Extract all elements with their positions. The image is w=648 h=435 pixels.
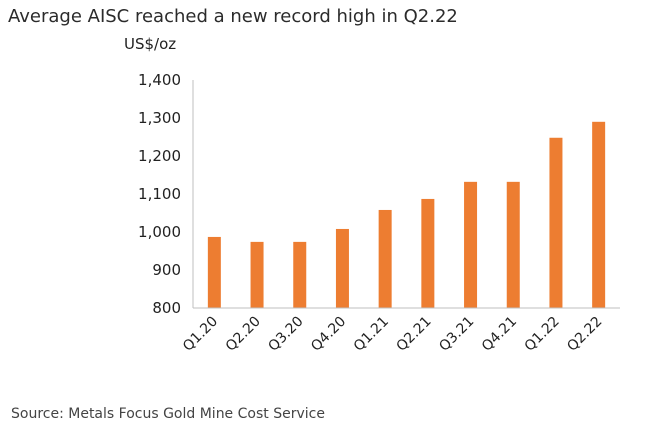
x-category-label: Q2.20: [223, 314, 264, 355]
bar-q4-21: [506, 181, 520, 308]
x-category-label: Q1.22: [522, 314, 563, 355]
y-tick-label: 1,000: [138, 223, 181, 241]
bar-q2-20: [250, 241, 264, 308]
y-tick-label: 1,100: [138, 185, 181, 203]
y-axis-ticks: 800 900 1,000 1,100 1,200 1,300 1,400: [138, 71, 181, 317]
chart-title: Average AISC reached a new record high i…: [8, 6, 458, 27]
bar-q1-20: [207, 236, 221, 308]
bar-q3-20: [293, 241, 307, 308]
x-category-label: Q4.21: [479, 314, 520, 355]
x-category-label: Q3.20: [265, 314, 306, 355]
x-category-label: Q2.21: [394, 314, 435, 355]
x-category-label: Q1.20: [180, 314, 221, 355]
bar-q1-22: [549, 137, 563, 308]
bar-series: [207, 121, 606, 308]
x-category-label: Q1.21: [351, 314, 392, 355]
y-tick-label: 800: [152, 299, 181, 317]
bar-chart: US$/oz 800 900 1,000 1,100 1,200 1,300 1,400 Q…: [124, 35, 620, 355]
y-tick-label: 900: [152, 261, 181, 279]
y-tick-label: 1,300: [138, 109, 181, 127]
x-category-label: Q4.20: [308, 314, 349, 355]
y-tick-label: 1,200: [138, 147, 181, 165]
x-axis-labels: Q1.20 Q2.20 Q3.20 Q4.20 Q1.21 Q2.21 Q3.21 Q4.21…: [180, 314, 605, 355]
bar-q2-21: [421, 198, 435, 308]
y-axis-unit-label: US$/oz: [124, 35, 176, 53]
bar-q1-21: [378, 209, 392, 308]
bar-q3-21: [464, 181, 478, 308]
y-tick-label: 1,400: [138, 71, 181, 89]
x-category-label: Q2.22: [564, 314, 605, 355]
bar-q2-22: [592, 121, 606, 308]
bar-q4-20: [335, 228, 349, 308]
x-category-label: Q3.21: [436, 314, 477, 355]
source-note: Source: Metals Focus Gold Mine Cost Serv…: [11, 406, 325, 422]
